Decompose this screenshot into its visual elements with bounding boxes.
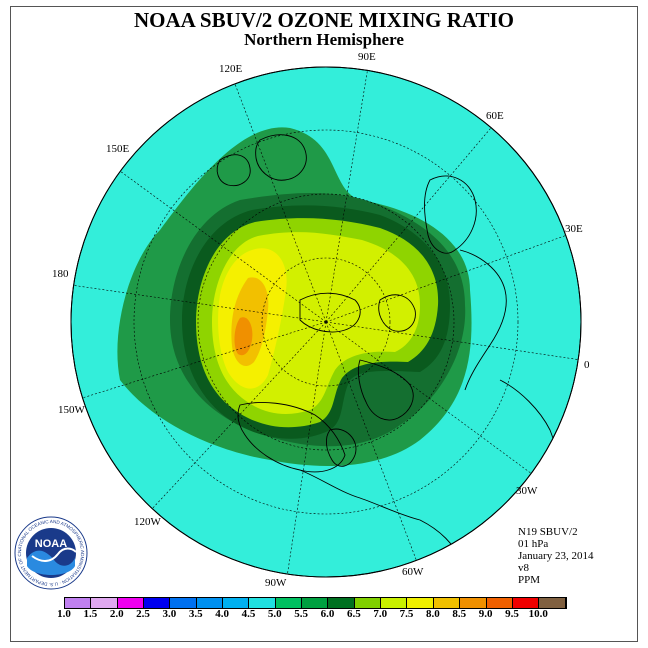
color-bar-cell [512,598,540,608]
color-bar-cell [381,598,408,608]
figure-frame [10,6,638,642]
color-bar-label: 3.0 [162,608,177,620]
color-bar-label: 2.5 [136,608,150,620]
color-bar-cell [249,598,276,608]
color-bar-label: 9.0 [478,608,493,620]
color-bar-cell [407,598,434,608]
color-bar-label: 2.0 [109,608,124,620]
color-bar-cell [91,598,118,608]
color-bar-label: 10.0 [528,608,548,620]
color-bar-label: 9.5 [505,608,519,620]
graticule [71,67,581,577]
color-bar-label: 8.5 [452,608,467,620]
lon-label-180: 180 [52,268,69,280]
color-bar-cell [196,598,224,608]
lon-label-30e: 30E [565,223,583,235]
lon-label-150w: 150W [58,404,85,416]
color-bar-label: 7.0 [373,608,388,620]
color-bar-cell [144,598,171,608]
color-bar-labels: 1.0 1.5 2.0 2.5 3.0 3.5 4.0 4.5 5.0 5.5 6.0 6.5 7.0 7… [0,608,648,622]
color-bar-label: 8.0 [426,608,440,620]
color-bar-label: 1.5 [83,608,98,620]
noaa-logo: NOAA NATIONAL OCEANIC AND ATMOSPHERIC AD… [14,516,88,590]
color-bar-cell [117,598,145,608]
color-bar-cell [460,598,487,608]
color-bar-label: 4.0 [215,608,229,620]
map-subtitle: Northern Hemisphere [244,30,404,49]
color-bar-label: 3.5 [188,608,203,620]
color-bar-label: 6.0 [320,608,335,620]
color-bar-cell [354,598,382,608]
lon-label-90w: 90W [265,577,287,589]
color-bar-cell [65,598,92,608]
color-bar-cell [275,598,303,608]
info-units: PPM [518,574,541,586]
lon-label-120w: 120W [134,516,161,528]
color-bar-cell [486,598,513,608]
color-bar-cell [328,598,355,608]
color-bar [64,597,567,609]
info-block: N19 SBUV/2 01 hPa January 23, 2014 v8 PP… [518,526,593,586]
color-bar-cell [433,598,461,608]
info-instrument: N19 SBUV/2 [518,526,578,538]
color-bar-label: 4.5 [241,608,256,620]
color-bar-cell [539,598,566,608]
lon-label-150e: 150E [106,143,130,155]
lon-label-90e: 90E [358,51,376,63]
svg-text:NOAA: NOAA [35,538,67,550]
coastlines [216,134,559,561]
info-version: v8 [518,562,529,574]
color-bar-label: 7.5 [399,608,414,620]
lon-label-120e: 120E [219,63,243,75]
color-bar-label: 1.0 [57,608,71,620]
lon-label-30w: 30W [516,485,538,497]
lon-label-60w: 60W [402,566,424,578]
info-date: January 23, 2014 [518,550,594,562]
lon-label-0: 0 [584,359,590,371]
color-bar-cell [302,598,329,608]
color-bar-cell [223,598,250,608]
color-bar-label: 6.5 [346,608,361,620]
lon-label-60e: 60E [486,110,504,122]
map-title: NOAA SBUV/2 OZONE MIXING RATIO [134,8,514,32]
info-level: 01 hPa [518,538,549,550]
color-bar-cell [170,598,197,608]
color-bar-label: 5.0 [267,608,282,620]
contour-8-5 [234,317,253,356]
color-bar-label: 5.5 [294,608,309,620]
